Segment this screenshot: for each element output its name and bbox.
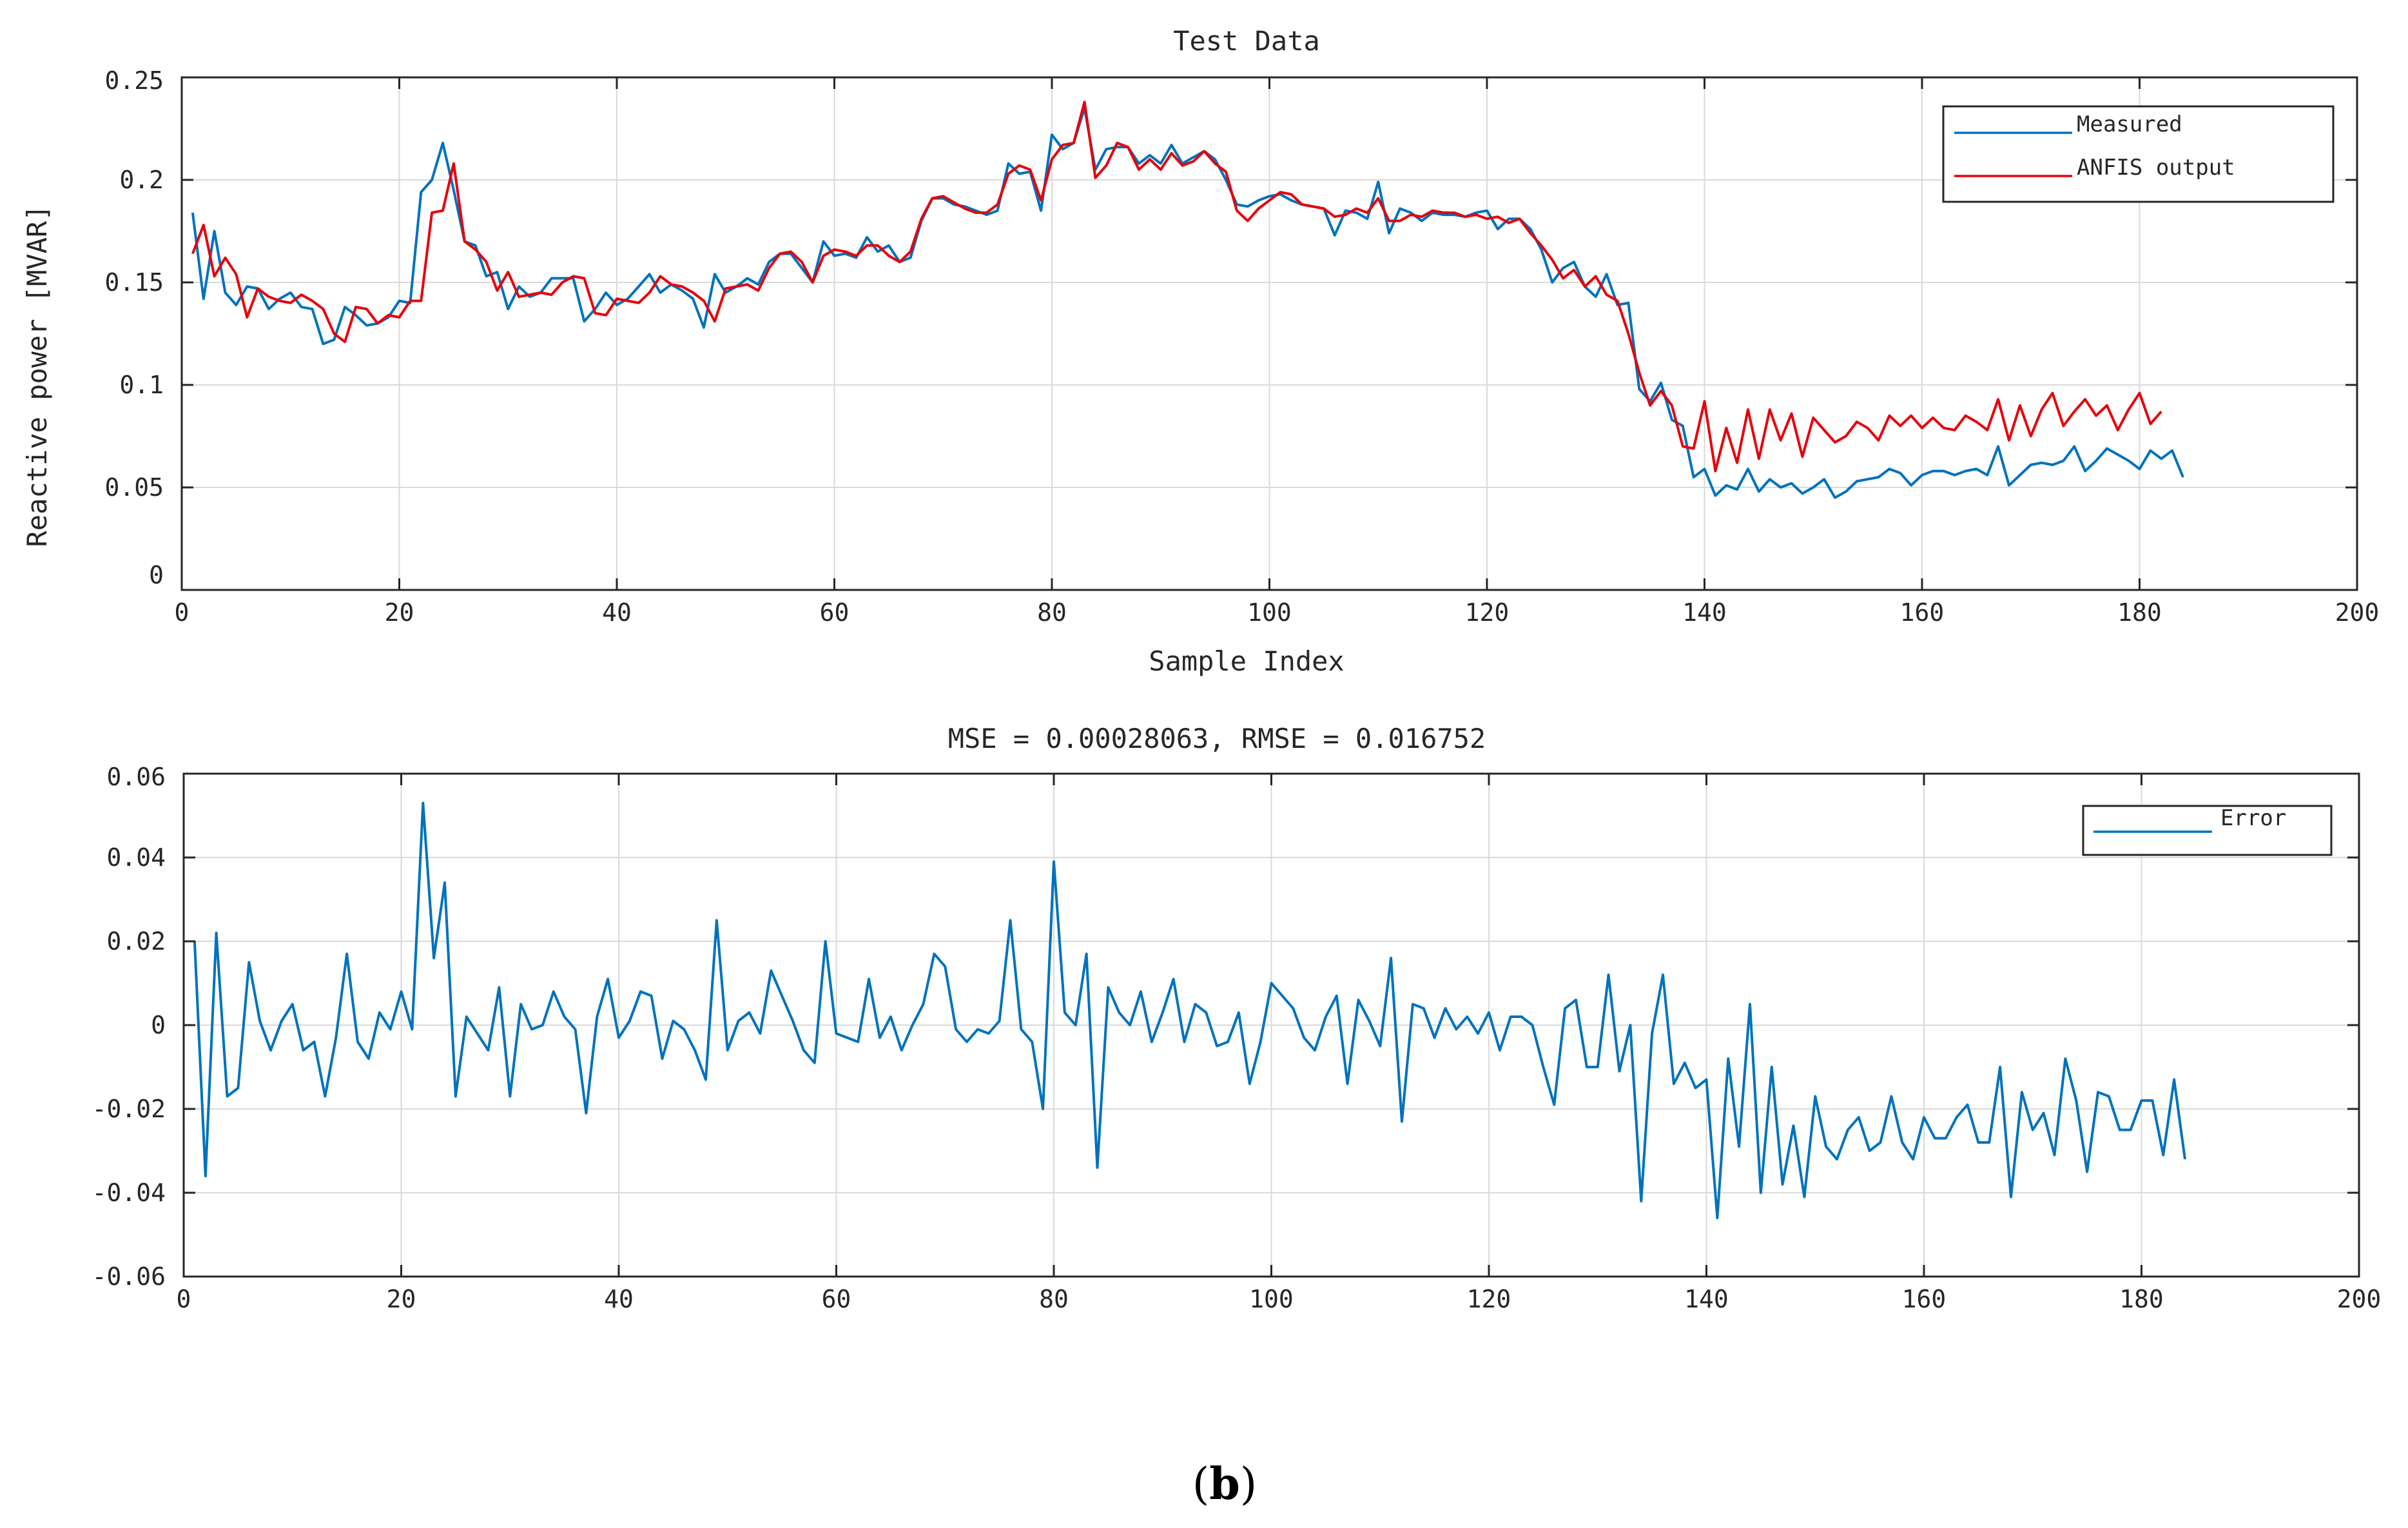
x-tick-label: 80	[1037, 598, 1067, 627]
y-tick-label: 0.1	[119, 371, 164, 399]
x-tick-label: 0	[177, 1285, 191, 1313]
y-tick-label: 0.05	[104, 473, 164, 502]
error-chart: 0 20 40 60 80 100 120 140 160 180 200 -0.06 -0.04 -0.…	[92, 723, 2382, 1313]
series-line-anfis-output	[191, 101, 2162, 473]
legend-label-error: Error	[2220, 805, 2286, 831]
x-tick-label: 160	[1900, 598, 1945, 627]
x-tick-label: 140	[1684, 1285, 1729, 1313]
y-tick-label: 0.04	[106, 843, 166, 872]
series-line-measured	[191, 106, 2184, 499]
x-tick-label: 0	[175, 598, 189, 627]
test-data-chart: 0 20 40 60 80 100 120 140 160 180 200 0 0.05 0.1 0.15 0…	[21, 25, 2379, 677]
caption-letter: b	[1209, 1458, 1240, 1510]
x-tick-label: 40	[604, 1285, 634, 1313]
y-tick-label: 0	[151, 1011, 166, 1039]
y-axis-label: Reactive power [MVAR]	[21, 204, 53, 547]
x-tick-label: 120	[1465, 598, 1510, 627]
legend: Error	[2082, 805, 2333, 856]
caption-open-paren: (	[1192, 1459, 1210, 1510]
y-tick-label: 0.25	[104, 66, 164, 95]
y-tick-label: 0.02	[106, 927, 166, 955]
figure-caption: (b)	[1192, 1458, 1257, 1510]
x-axis-label: Sample Index	[1149, 645, 1344, 677]
x-tick-label: 40	[602, 598, 632, 627]
x-tick-label: 180	[2119, 1285, 2164, 1313]
legend: Measured ANFIS output	[1942, 105, 2335, 203]
x-tick-label: 200	[2337, 1285, 2382, 1313]
y-tick-label: 0.2	[119, 166, 164, 194]
legend-label-anfis: ANFIS output	[2077, 155, 2235, 181]
y-tick-label: 0	[149, 561, 164, 589]
x-tick-label: 60	[822, 1285, 851, 1313]
y-tick-label: -0.06	[92, 1262, 166, 1291]
x-tick-label: 140	[1682, 598, 1727, 627]
x-tick-label: 120	[1467, 1285, 1511, 1313]
x-tick-label: 200	[2335, 598, 2380, 627]
y-tick-label: 0.06	[106, 763, 166, 791]
x-tick-label: 100	[1247, 598, 1292, 627]
legend-label-measured: Measured	[2077, 112, 2182, 137]
x-tick-label: 20	[387, 1285, 416, 1313]
y-tick-label: -0.04	[92, 1179, 166, 1207]
chart-title: MSE = 0.00028063, RMSE = 0.016752	[948, 723, 1486, 754]
legend-box	[2082, 805, 2333, 856]
legend-box	[1942, 105, 2335, 203]
x-tick-label: 180	[2117, 598, 2162, 627]
x-tick-label: 20	[385, 598, 414, 627]
y-tick-label: -0.02	[92, 1095, 166, 1123]
y-tick-label: 0.15	[104, 268, 164, 297]
caption-close-paren: )	[1240, 1459, 1257, 1510]
chart-title: Test Data	[1173, 25, 1320, 57]
x-tick-label: 60	[820, 598, 850, 627]
x-tick-label: 160	[1902, 1285, 1947, 1313]
series-line-error	[193, 801, 2186, 1219]
x-tick-label: 100	[1249, 1285, 1294, 1313]
x-tick-label: 80	[1039, 1285, 1069, 1313]
